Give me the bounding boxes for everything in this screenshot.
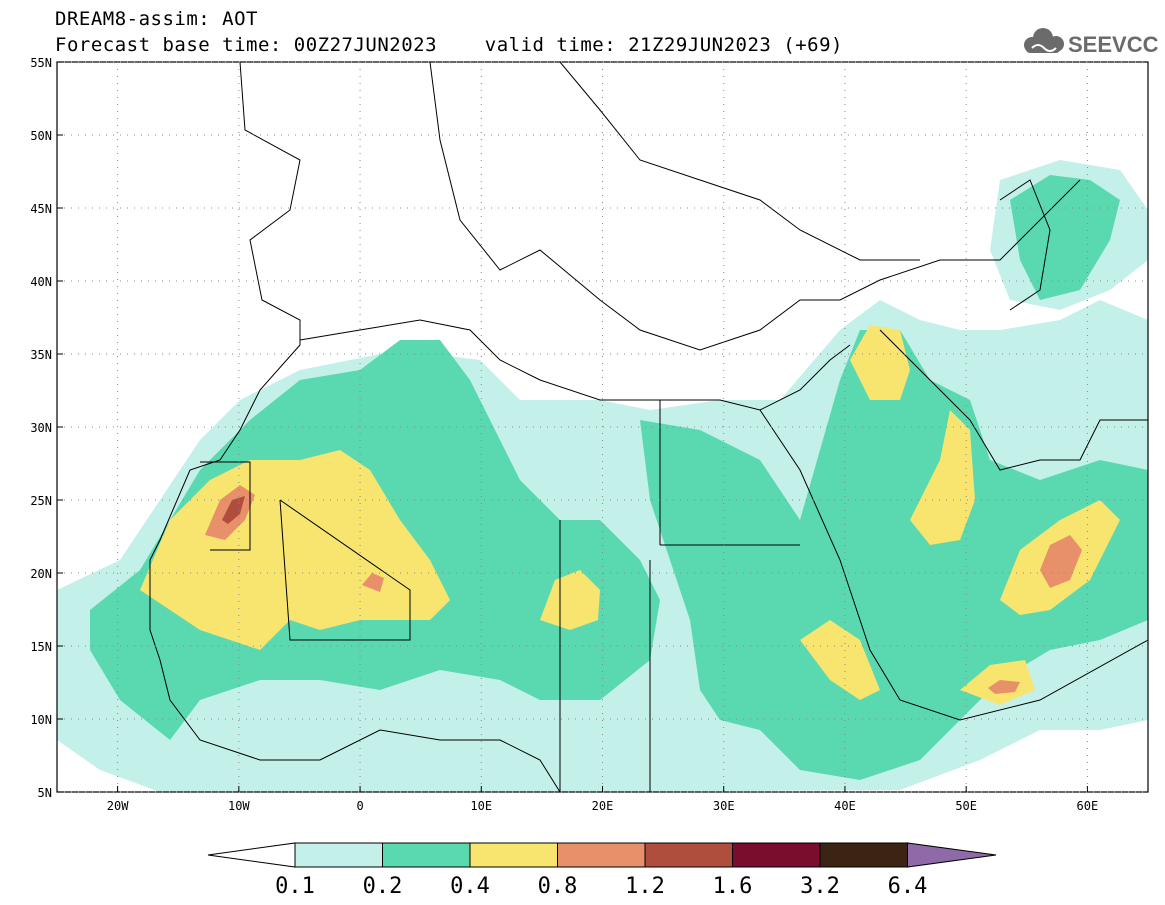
lon-tick-label: 50E xyxy=(955,799,977,813)
lon-tick-label: 10W xyxy=(228,799,250,813)
aot-band-0.4-horn xyxy=(800,620,880,700)
lat-tick-label: 30N xyxy=(30,421,52,435)
colorbar-box xyxy=(469,842,558,868)
cloud-icon xyxy=(1024,28,1064,53)
longitude-axis: 20W 10W 0 10E 20E 30E 40E 50E 60E xyxy=(107,786,1098,813)
colorbar-label: 0.8 xyxy=(538,874,578,899)
lat-tick-label: 45N xyxy=(30,202,52,216)
forecast-time-subtitle: Forecast base time: 00Z27JUN2023 valid t… xyxy=(55,34,843,56)
coastlines-and-borders xyxy=(149,62,1148,792)
lon-tick-label: 10E xyxy=(470,799,492,813)
colorbar-label: 0.1 xyxy=(275,874,315,899)
colorbar-label: 6.4 xyxy=(888,874,928,899)
colorbar-box xyxy=(294,842,383,868)
lon-tick-label: 30E xyxy=(713,799,735,813)
colorbar-label: 1.6 xyxy=(713,874,753,899)
aot-band-0.2-east xyxy=(640,330,1148,780)
lat-tick-label: 50N xyxy=(30,129,52,143)
lon-tick-label: 60E xyxy=(1077,799,1099,813)
aot-band-0.4-gulf xyxy=(910,410,975,545)
colorbar-label: 1.2 xyxy=(625,874,665,899)
colorbar-over-arrow xyxy=(907,842,997,868)
lat-tick-label: 25N xyxy=(30,494,52,508)
aot-band-0.4-iraq xyxy=(850,325,910,400)
lat-tick-label: 55N xyxy=(30,56,52,70)
colorbar-label: 0.4 xyxy=(450,874,490,899)
colorbar-labels: 0.1 0.2 0.4 0.8 1.2 1.6 3.2 6.4 xyxy=(275,874,927,899)
lon-tick-label: 20E xyxy=(592,799,614,813)
colorbar-box xyxy=(557,842,646,868)
colorbar-box xyxy=(644,842,733,868)
lat-tick-label: 40N xyxy=(30,275,52,289)
aot-band-0.2-caspian xyxy=(1010,175,1120,300)
lon-tick-label: 40E xyxy=(834,799,856,813)
colorbar-box xyxy=(382,842,471,868)
colorbar-box xyxy=(732,842,821,868)
lat-tick-label: 35N xyxy=(30,348,52,362)
colorbar-label: 0.2 xyxy=(363,874,403,899)
colorbar-under-arrow xyxy=(207,842,296,868)
logo-text: SEEVCCC xyxy=(1068,32,1158,57)
colorbar-box xyxy=(819,842,908,868)
aot-band-0.8-socotra xyxy=(988,680,1020,694)
aot-band-0.8-oman xyxy=(1040,535,1082,588)
colorbar-label: 3.2 xyxy=(800,874,840,899)
lat-tick-label: 15N xyxy=(30,640,52,654)
lat-tick-label: 5N xyxy=(38,786,52,800)
graticule xyxy=(57,61,1148,793)
lon-tick-label: 20W xyxy=(107,799,129,813)
lon-tick-label: 0 xyxy=(356,799,363,813)
latitude-axis: 55N 50N 45N 40N 35N 30N 25N 20N 15N 10N 5N xyxy=(30,56,63,800)
seevccc-logo: SEEVCCC xyxy=(1024,28,1158,57)
aot-band-0.8-mali xyxy=(362,573,384,592)
map-title: DREAM8-assim: AOT xyxy=(55,8,258,30)
lat-tick-label: 20N xyxy=(30,567,52,581)
lat-tick-label: 10N xyxy=(30,713,52,727)
aot-band-0.4-chad xyxy=(540,570,600,630)
colorbar-boxes xyxy=(207,842,997,868)
